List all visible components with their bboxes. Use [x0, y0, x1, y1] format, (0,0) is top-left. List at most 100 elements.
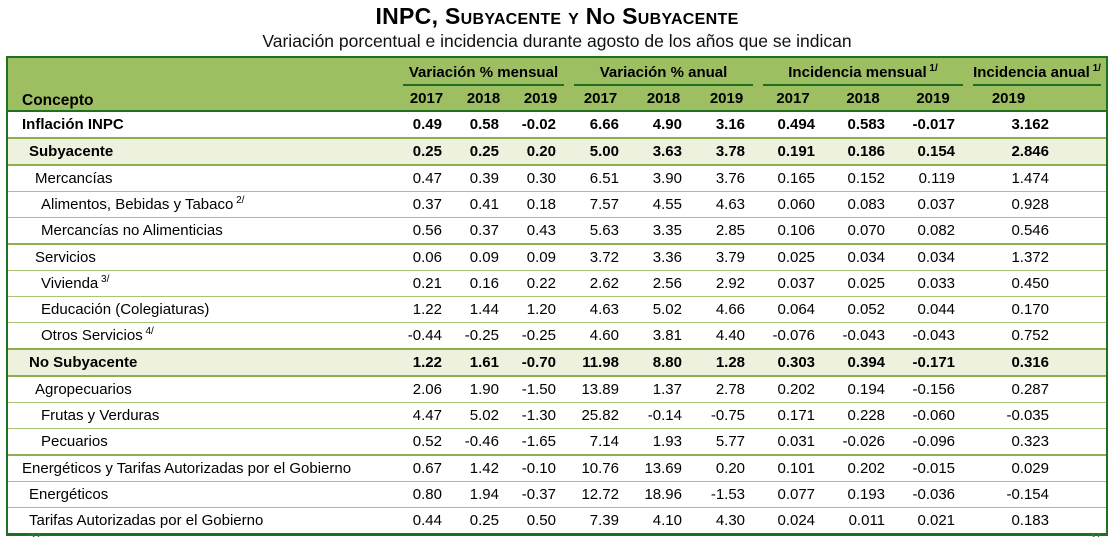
table-row: Servicios 0.06 0.09 0.09 3.72 3.36 3.79 0.025 0.…	[8, 243, 1106, 271]
value-cell: 0.30	[512, 164, 569, 192]
value-cell: 2.56	[632, 270, 695, 297]
table-row: Frutas y Verduras 4.47 5.02 -1.30 25.82 -0.14…	[8, 402, 1106, 429]
table-row: Tarifas Autorizadas por el Gobierno 0.44 0…	[8, 507, 1106, 533]
value-cell: -0.096	[898, 428, 969, 455]
row-label: Educación (Colegiaturas)	[8, 296, 398, 323]
value-cell: 0.21	[398, 270, 455, 297]
value-cell: 0.082	[898, 217, 969, 244]
row-label: Vivienda 3/	[8, 270, 398, 297]
value-cell: 0.064	[758, 296, 829, 323]
table-row: Inflación INPC 0.49 0.58 -0.02 6.66 4.90 3.16 0…	[8, 110, 1106, 138]
value-cell: 0.152	[828, 164, 899, 192]
value-cell: 0.024	[758, 507, 829, 533]
row-label: Alimentos, Bebidas y Tabaco 2/	[8, 191, 398, 218]
value-cell: 0.22	[512, 270, 569, 297]
value-cell: -0.25	[512, 322, 569, 349]
value-cell: 0.037	[758, 270, 829, 297]
value-cell: 1.28	[695, 348, 759, 376]
table-row: Energéticos 0.80 1.94 -0.37 12.72 18.96 -1.53 0…	[8, 481, 1106, 508]
value-cell: -0.156	[898, 375, 969, 403]
value-cell: 0.494	[758, 110, 829, 138]
header-footnote-ref: 1/	[1089, 63, 1101, 74]
value-cell: 2.85	[695, 217, 759, 244]
value-cell: 2.06	[398, 375, 455, 403]
row-label: Otros Servicios 4/	[8, 322, 398, 349]
value-cell: 4.63	[569, 296, 632, 323]
value-cell: 0.20	[512, 137, 569, 165]
page-subtitle: Variación porcentual e incidencia durant…	[262, 31, 852, 51]
table-row: Educación (Colegiaturas) 1.22 1.44 1.20 4.63…	[8, 296, 1106, 323]
inpc-table-container: Concepto Variación % mensual Variación % a…	[6, 56, 1108, 536]
value-cell: 2.846	[968, 137, 1106, 165]
value-cell: 0.025	[828, 270, 899, 297]
value-cell: 0.165	[758, 164, 829, 192]
value-cell: -0.14	[632, 402, 695, 429]
inpc-table: Concepto Variación % mensual Variación % a…	[8, 58, 1106, 533]
value-cell: 1.42	[455, 454, 512, 482]
value-cell: 3.16	[695, 110, 759, 138]
value-cell: 3.162	[968, 110, 1106, 138]
value-cell: 0.037	[898, 191, 969, 218]
table-row: Energéticos y Tarifas Autorizadas por el…	[8, 454, 1106, 482]
year-header: 2019	[968, 86, 1106, 111]
value-cell: 0.171	[758, 402, 829, 429]
value-cell: 3.35	[632, 217, 695, 244]
value-cell: 13.89	[569, 375, 632, 403]
value-cell: 0.202	[758, 375, 829, 403]
value-cell: 0.193	[828, 481, 899, 508]
value-cell: 5.00	[569, 137, 632, 165]
value-cell: 0.50	[512, 507, 569, 533]
value-cell: 3.79	[695, 243, 759, 271]
value-cell: 4.10	[632, 507, 695, 533]
year-header: 2018	[455, 86, 512, 111]
value-cell: 10.76	[569, 454, 632, 482]
value-cell: 0.09	[455, 243, 512, 271]
value-cell: 0.20	[695, 454, 759, 482]
value-cell: 0.031	[758, 428, 829, 455]
value-cell: -0.37	[512, 481, 569, 508]
value-cell: 1.22	[398, 348, 455, 376]
value-cell: -0.076	[758, 322, 829, 349]
value-cell: 3.78	[695, 137, 759, 165]
table-row: Subyacente 0.25 0.25 0.20 5.00 3.63 3.78 0.191 0…	[8, 137, 1106, 165]
value-cell: 0.316	[968, 348, 1106, 376]
value-cell: 0.928	[968, 191, 1106, 218]
value-cell: 0.450	[968, 270, 1106, 297]
value-cell: 0.06	[398, 243, 455, 271]
value-cell: 3.81	[632, 322, 695, 349]
value-cell: 1.93	[632, 428, 695, 455]
value-cell: 6.66	[569, 110, 632, 138]
value-cell: 11.98	[569, 348, 632, 376]
table-row: Alimentos, Bebidas y Tabaco 2/0.37 0.41 0.…	[8, 191, 1106, 218]
value-cell: -0.026	[828, 428, 899, 455]
value-cell: 1.94	[455, 481, 512, 508]
value-cell: 4.66	[695, 296, 759, 323]
value-cell: 0.060	[758, 191, 829, 218]
value-cell: 0.034	[828, 243, 899, 271]
value-cell: 2.62	[569, 270, 632, 297]
year-header: 2018	[828, 86, 899, 111]
value-cell: 12.72	[569, 481, 632, 508]
value-cell: -0.02	[512, 110, 569, 138]
value-cell: 0.029	[968, 454, 1106, 482]
value-cell: 4.60	[569, 322, 632, 349]
value-cell: 8.80	[632, 348, 695, 376]
value-cell: -0.036	[898, 481, 969, 508]
value-cell: 0.044	[898, 296, 969, 323]
value-cell: 25.82	[569, 402, 632, 429]
table-row: Pecuarios 0.52 -0.46 -1.65 7.14 1.93 5.77 0.031…	[8, 428, 1106, 455]
value-cell: 1.474	[968, 164, 1106, 192]
value-cell: -0.44	[398, 322, 455, 349]
row-label: Energéticos	[8, 481, 398, 508]
value-cell: 0.033	[898, 270, 969, 297]
value-cell: -0.015	[898, 454, 969, 482]
value-cell: 0.083	[828, 191, 899, 218]
value-cell: 0.583	[828, 110, 899, 138]
table-row: Otros Servicios 4/-0.44 -0.25 -0.25 4.60 3.8…	[8, 322, 1106, 349]
value-cell: 0.154	[898, 137, 969, 165]
table-row: Mercancías 0.47 0.39 0.30 6.51 3.90 3.76 0.165 0…	[8, 164, 1106, 192]
value-cell: 5.02	[455, 402, 512, 429]
value-cell: -1.30	[512, 402, 569, 429]
value-cell: -0.75	[695, 402, 759, 429]
value-cell: 0.021	[898, 507, 969, 533]
